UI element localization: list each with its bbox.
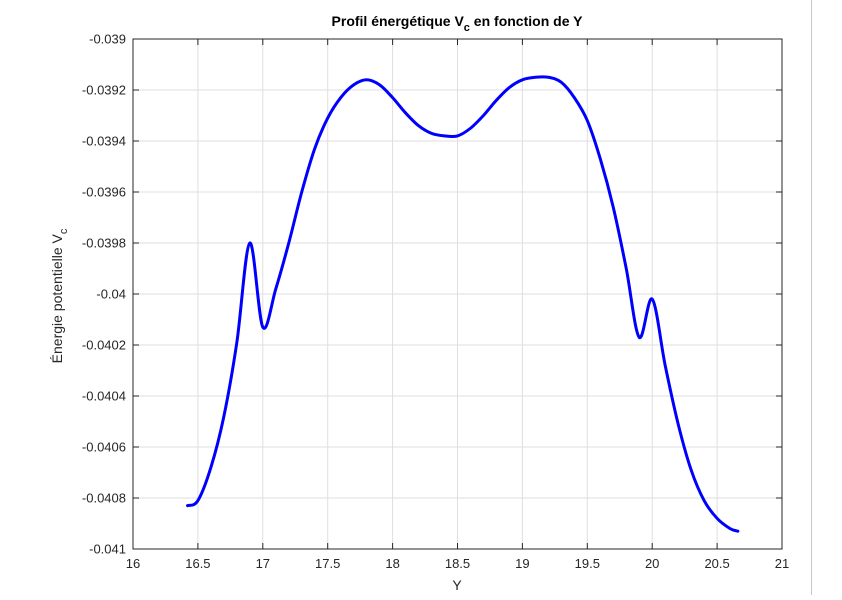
y-tick-label: -0.0404 bbox=[82, 389, 126, 404]
series-line bbox=[186, 75, 740, 533]
chart-title: Profil énergétique Vc en fonction de Y bbox=[332, 13, 584, 34]
x-tick-label: 18.5 bbox=[445, 556, 470, 571]
x-tick-label: 17 bbox=[256, 556, 270, 571]
y-axis-label: Énergie potentielle Vc bbox=[49, 228, 70, 363]
chart-title-subscript: c bbox=[464, 22, 470, 34]
y-axis-label-subscript: c bbox=[58, 228, 70, 234]
y-tick-label: -0.0406 bbox=[82, 440, 126, 455]
chart-title-tail: en fonction de Y bbox=[470, 13, 583, 29]
x-tick-label: 20.5 bbox=[704, 556, 729, 571]
y-tick-label: -0.0398 bbox=[82, 236, 126, 251]
y-tick-label: -0.039 bbox=[89, 32, 126, 47]
x-tick-label: 16 bbox=[126, 556, 140, 571]
window-edge bbox=[811, 0, 842, 595]
y-tick-label: -0.0396 bbox=[82, 185, 126, 200]
chart-title-main: Profil énergétique V bbox=[332, 13, 465, 29]
x-tick-label: 19 bbox=[515, 556, 529, 571]
x-tick-label: 21 bbox=[775, 556, 789, 571]
y-tick-label: -0.04 bbox=[96, 287, 126, 302]
x-tick-label: 16.5 bbox=[185, 556, 210, 571]
series-layer bbox=[186, 75, 740, 533]
x-axis-label: Y bbox=[452, 577, 462, 593]
x-tick-label: 19.5 bbox=[575, 556, 600, 571]
x-tick-label: 20 bbox=[645, 556, 659, 571]
y-tick-label: -0.0394 bbox=[82, 134, 126, 149]
y-tick-label: -0.0402 bbox=[82, 338, 126, 353]
x-tick-label: 17.5 bbox=[315, 556, 340, 571]
y-tick-label: -0.0392 bbox=[82, 83, 126, 98]
y-tick-labels: -0.039 -0.0392 -0.0394 -0.0396 -0.0398 -0.04 -… bbox=[82, 32, 126, 557]
y-axis-label-main: Énergie potentielle V bbox=[49, 233, 65, 363]
x-tick-label: 18 bbox=[385, 556, 399, 571]
tick-marks bbox=[132, 38, 783, 550]
y-tick-label: -0.041 bbox=[89, 542, 126, 557]
y-tick-label: -0.0408 bbox=[82, 491, 126, 506]
x-tick-labels: 16 16.5 17 17.5 18 18.5 19 19.5 20 20.5 21 bbox=[126, 556, 789, 571]
